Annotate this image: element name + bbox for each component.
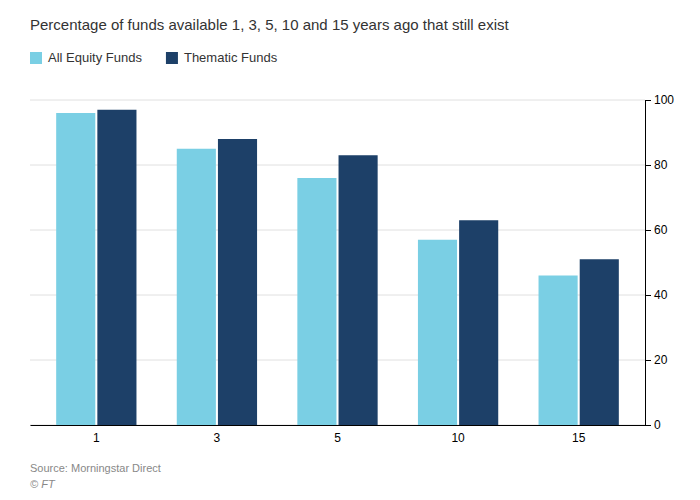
chart: Percentage of funds available 1, 3, 5, 1… (0, 0, 700, 500)
tick: 40 (645, 288, 668, 302)
bar (539, 276, 578, 426)
tick: 3 (214, 431, 221, 445)
tick: 15 (572, 431, 586, 445)
axis-line (646, 101, 652, 426)
tick-label: 40 (654, 288, 668, 302)
tick-label: 1 (93, 431, 100, 445)
tick: 80 (645, 158, 668, 172)
legend: All Equity Funds Thematic Funds (30, 50, 278, 65)
tick-mark (645, 230, 651, 231)
tick: 1 (93, 431, 100, 445)
x-axis: 1 3 5 10 15 (31, 426, 646, 445)
tick-label: 3 (214, 431, 221, 445)
legend-swatch (30, 52, 42, 64)
legend-label: All Equity Funds (48, 50, 142, 65)
tick: 60 (645, 223, 668, 237)
bar (177, 149, 216, 425)
tick: 20 (645, 353, 668, 367)
tick-label: 5 (334, 431, 341, 445)
tick-mark (645, 425, 651, 426)
bar (580, 259, 619, 425)
bar-series (97, 110, 618, 425)
bar (459, 220, 498, 425)
plot: 1 3 5 10 15 0 20 40 60 80 100 (30, 93, 674, 444)
bar (218, 139, 257, 425)
tick-mark (645, 295, 651, 296)
bar (418, 240, 457, 425)
tick-mark (645, 100, 651, 101)
legend-label: Thematic Funds (184, 50, 278, 65)
tick-label: 20 (654, 353, 668, 367)
tick: 100 (645, 93, 674, 107)
bar (97, 110, 136, 425)
y-axis: 0 20 40 60 80 100 (645, 93, 674, 432)
tick: 0 (645, 418, 661, 432)
tick: 5 (334, 431, 341, 445)
legend-item: Thematic Funds (166, 50, 278, 65)
bar (56, 113, 95, 425)
bars (56, 110, 619, 425)
grid (30, 100, 645, 425)
tick-label: 100 (654, 93, 674, 107)
legend-swatch (166, 52, 178, 64)
legend-item: All Equity Funds (30, 50, 142, 65)
annotation: Source: Morningstar Direct (30, 462, 161, 474)
tick-label: 15 (572, 431, 586, 445)
tick-label: 80 (654, 158, 668, 172)
title: Percentage of funds available 1, 3, 5, 1… (30, 16, 509, 33)
bar (297, 178, 336, 425)
tick-mark (645, 360, 651, 361)
annotation: © FT (30, 478, 56, 490)
tick-label: 10 (451, 431, 465, 445)
tick-label: 0 (654, 418, 661, 432)
tick-label: 60 (654, 223, 668, 237)
bar (339, 155, 378, 425)
grid-line (30, 100, 645, 101)
axis-line (31, 425, 646, 426)
tick-mark (645, 165, 651, 166)
tick: 10 (451, 431, 465, 445)
